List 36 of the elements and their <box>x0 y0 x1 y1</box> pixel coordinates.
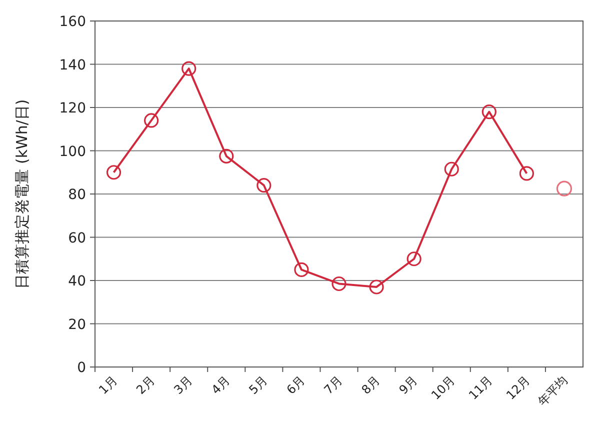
x-tick-label: 10月 <box>428 373 458 402</box>
y-tick-label: 60 <box>68 230 86 246</box>
point <box>294 262 309 277</box>
point <box>144 113 159 128</box>
point <box>482 104 496 120</box>
x-tick-label: 6月 <box>284 373 308 398</box>
x-tick-label: 11月 <box>466 373 496 402</box>
x-tick-label: 9月 <box>396 373 420 398</box>
point <box>406 252 422 266</box>
y-tick-label: 20 <box>68 316 86 333</box>
y-tick-label: 80 <box>68 187 86 203</box>
x-tick-label: 2月 <box>134 373 158 398</box>
point <box>219 148 234 164</box>
point <box>332 276 346 292</box>
point <box>519 166 534 181</box>
point <box>182 61 196 76</box>
point <box>256 178 272 193</box>
x-tick-label: 4月 <box>208 373 233 398</box>
y-tick-label: 160 <box>59 14 86 30</box>
x-tick-label: 1月 <box>96 373 120 398</box>
y-tick-label: 100 <box>59 144 86 160</box>
point <box>106 165 122 180</box>
y-axis-title: 日積算推定発電量 (kWh/日) <box>13 99 31 289</box>
x-tick-label: 3月 <box>171 373 195 398</box>
x-tick-label: 7月 <box>321 373 346 398</box>
point <box>556 180 572 196</box>
y-tick-label: 0 <box>77 360 86 376</box>
x-tick-label: 12月 <box>504 373 533 402</box>
x-tick-label: 年平均 <box>534 373 570 409</box>
y-tick-label: 40 <box>68 274 86 290</box>
y-tick-label: 140 <box>59 57 86 74</box>
x-tick-label: 5月 <box>246 373 270 398</box>
x-tick-label: 8月 <box>358 373 383 398</box>
point <box>369 280 384 294</box>
point <box>444 162 459 176</box>
y-tick-label: 120 <box>59 100 86 116</box>
